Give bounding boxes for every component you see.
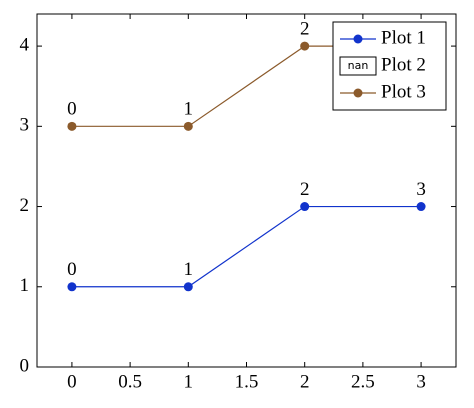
x-tick-label: 0 — [67, 371, 77, 392]
data-point — [300, 202, 310, 212]
legend-label: Plot 1 — [381, 27, 426, 48]
x-tick-label: 2.5 — [351, 371, 375, 392]
legend-label: Plot 3 — [381, 81, 426, 102]
legend-marker — [339, 56, 377, 76]
point-label: 0 — [67, 99, 77, 120]
data-point — [67, 121, 77, 131]
y-tick-label: 0 — [20, 355, 30, 376]
x-tick-label: 1 — [184, 371, 194, 392]
data-point — [67, 282, 77, 292]
point-label: 3 — [416, 179, 426, 200]
point-label: 2 — [300, 18, 310, 39]
data-point — [300, 41, 310, 51]
point-label: 1 — [184, 259, 194, 280]
y-tick-label: 2 — [20, 195, 30, 216]
data-point — [416, 202, 426, 212]
data-point — [183, 121, 193, 131]
legend-marker — [353, 34, 363, 44]
point-label: 0 — [67, 259, 77, 280]
plot-frame — [36, 13, 457, 368]
x-tick-label: 2 — [300, 371, 310, 392]
y-tick-label: 4 — [20, 34, 30, 55]
point-label: 2 — [300, 179, 310, 200]
legend-marker — [353, 88, 363, 98]
x-tick-label: 0.5 — [118, 371, 142, 392]
series-line — [71, 205, 422, 288]
legend-label: Plot 2 — [381, 54, 426, 75]
x-tick-label: 1.5 — [235, 371, 259, 392]
x-tick-label: 3 — [416, 371, 426, 392]
y-tick-label: 3 — [20, 115, 30, 136]
y-tick-label: 1 — [20, 275, 30, 296]
point-label: 1 — [184, 99, 194, 120]
data-point — [183, 282, 193, 292]
legend-marker-label: nan — [348, 59, 369, 72]
